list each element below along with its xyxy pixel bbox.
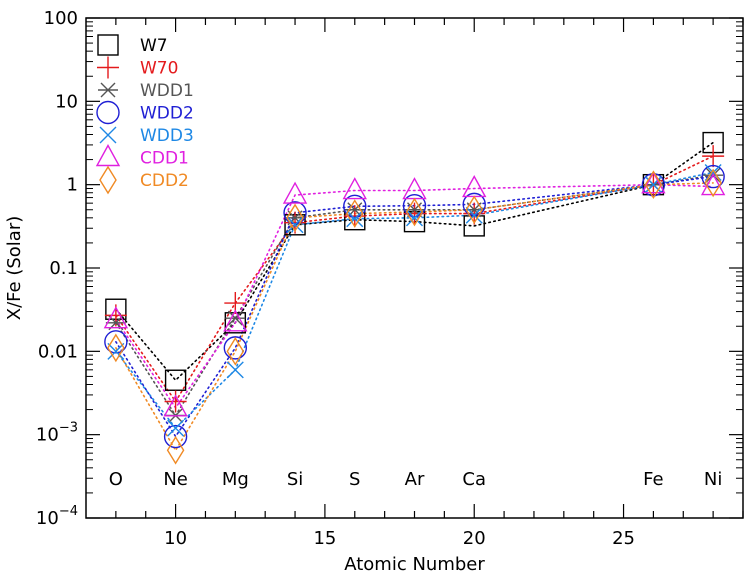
point-wdd2 <box>283 201 307 225</box>
element-label: Ne <box>163 469 188 490</box>
connector-lines <box>115 141 714 452</box>
element-label: O <box>109 469 123 490</box>
point-wdd3 <box>226 361 244 379</box>
element-label: Ni <box>704 469 722 490</box>
point-w70 <box>343 205 366 228</box>
point-wdd3 <box>286 216 304 234</box>
y-tick-label: 100 <box>44 8 78 29</box>
legend-marker-cdd2 <box>99 165 117 195</box>
point-cdd1 <box>223 309 248 332</box>
y-tick-label: 10−3 <box>36 421 78 446</box>
x-tick-label: 20 <box>463 528 486 549</box>
point-wdd2 <box>163 424 188 449</box>
y-tick-label: 10−4 <box>36 504 78 529</box>
y-tick-label: 1 <box>67 175 78 196</box>
point-w70 <box>702 145 725 168</box>
point-cdd2 <box>405 197 424 227</box>
element-label: Ar <box>405 469 425 490</box>
y-tick-label: 10 <box>55 91 78 112</box>
point-cdd1 <box>282 181 308 204</box>
y-axis-title: X/Fe (Solar) <box>4 216 25 320</box>
point-wdd2 <box>104 330 128 354</box>
legend-label-w70: W70 <box>140 59 178 79</box>
y-axis: 10−4 10−3 0.01 0.1 1 10 100 <box>36 8 743 529</box>
legend-marker-w7 <box>97 34 119 56</box>
legend-marker-cdd1 <box>95 144 121 167</box>
series-line-wdd3 <box>115 171 714 430</box>
series-line-cdd1 <box>115 183 714 410</box>
point-wdd2 <box>402 193 427 218</box>
point-wdd3 <box>107 342 125 360</box>
point-wdd2 <box>343 194 367 219</box>
x-axis-title: Atomic Number <box>344 554 485 573</box>
point-cdd2 <box>226 336 245 366</box>
point-wdd2 <box>223 336 248 360</box>
point-cdd1 <box>103 306 129 329</box>
legend-marker-wdd1 <box>98 82 118 98</box>
y-tick-label: 0.1 <box>49 258 78 279</box>
legend-marker-wdd2 <box>96 100 120 125</box>
point-wdd3 <box>465 206 483 224</box>
point-cdd2 <box>345 199 364 228</box>
y-tick-label: 0.01 <box>38 341 78 362</box>
point-cdd2 <box>166 435 185 465</box>
legend-label-wdd3: WDD3 <box>140 126 194 146</box>
x-tick-label: 15 <box>313 528 336 549</box>
legend-label-cdd1: CDD1 <box>140 149 189 169</box>
x-tick-label: 10 <box>164 528 187 549</box>
point-cdd2 <box>465 195 484 225</box>
legend-marker-w70 <box>97 56 119 79</box>
legend-label-wdd1: WDD1 <box>140 81 194 101</box>
point-cdd1 <box>700 173 726 196</box>
point-wdd3 <box>167 419 185 437</box>
point-cdd1 <box>163 394 188 417</box>
point-wdd1 <box>225 310 246 326</box>
legend-label-wdd2: WDD2 <box>140 104 194 124</box>
element-label: Si <box>287 469 303 490</box>
legend-label-w7: W7 <box>140 36 168 56</box>
element-label: Ca <box>462 469 486 490</box>
x-axis: 10 15 20 25 <box>115 18 744 549</box>
element-label: Mg <box>222 469 249 490</box>
point-cdd1 <box>342 177 367 200</box>
point-w70 <box>164 390 187 413</box>
element-labels: O Ne Mg Si S Ar Ca Fe Ni <box>109 469 723 490</box>
point-cdd2 <box>107 333 125 363</box>
point-w7 <box>164 369 187 391</box>
point-cdd2 <box>286 203 304 233</box>
point-cdd1 <box>402 177 427 200</box>
element-label: S <box>349 469 360 490</box>
point-w70 <box>463 202 486 225</box>
point-cdd1 <box>641 171 666 194</box>
x-tick-label: 25 <box>612 528 635 549</box>
point-wdd2 <box>701 164 725 189</box>
point-wdd3 <box>406 209 423 227</box>
markers <box>103 131 726 465</box>
series-line-w70 <box>115 155 714 403</box>
point-cdd2 <box>644 170 663 200</box>
legend-label-cdd2: CDD2 <box>140 171 189 191</box>
element-label: Fe <box>643 469 663 490</box>
point-cdd2 <box>704 168 722 198</box>
legend-marker-wdd3 <box>99 126 117 144</box>
point-wdd3 <box>346 210 364 228</box>
